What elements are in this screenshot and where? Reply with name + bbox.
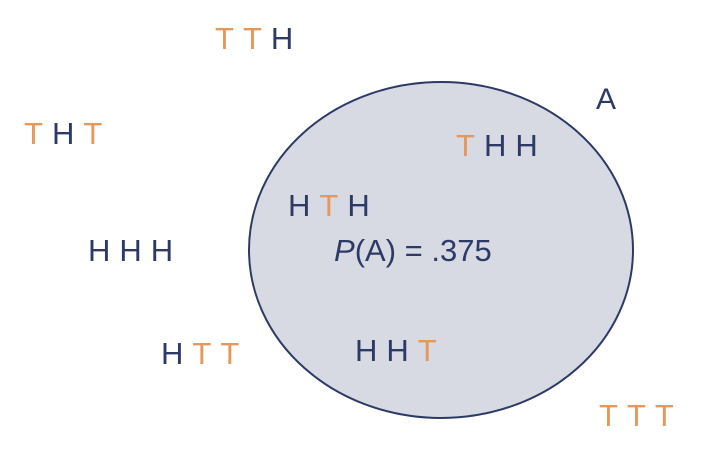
tails-letter: T <box>626 398 646 433</box>
probability-symbol: P <box>334 233 355 268</box>
tails-letter: T <box>83 116 103 151</box>
tails-letter: T <box>220 336 240 371</box>
tails-letter: T <box>24 116 43 151</box>
tails-letter: T <box>654 398 674 433</box>
probability-argument: (A) <box>354 233 397 268</box>
tails-letter: T <box>456 128 475 163</box>
heads-letter: H <box>483 128 507 163</box>
heads-letter: H <box>386 333 409 368</box>
tails-letter: T <box>319 188 339 223</box>
probability-equals: = <box>396 233 432 268</box>
event-label: A <box>596 83 617 116</box>
heads-letter: H <box>270 21 294 56</box>
heads-letter: H <box>51 116 75 151</box>
tails-letter: T <box>192 336 212 371</box>
heads-letter: H <box>150 233 174 268</box>
event-a-ellipse <box>248 81 634 419</box>
tails-letter: T <box>417 333 437 368</box>
tails-letter: T <box>599 398 618 433</box>
tails-letter: T <box>242 21 262 56</box>
heads-letter: H <box>161 336 184 371</box>
probability-value: .375 <box>431 233 492 268</box>
heads-letter: H <box>119 233 142 268</box>
heads-letter: H <box>347 188 370 223</box>
tails-letter: T <box>215 21 234 56</box>
heads-letter: H <box>88 233 111 268</box>
probability-statement: P(A) = .375 <box>334 235 492 266</box>
heads-letter: H <box>288 188 311 223</box>
heads-letter: H <box>355 333 378 368</box>
heads-letter: H <box>515 128 538 163</box>
